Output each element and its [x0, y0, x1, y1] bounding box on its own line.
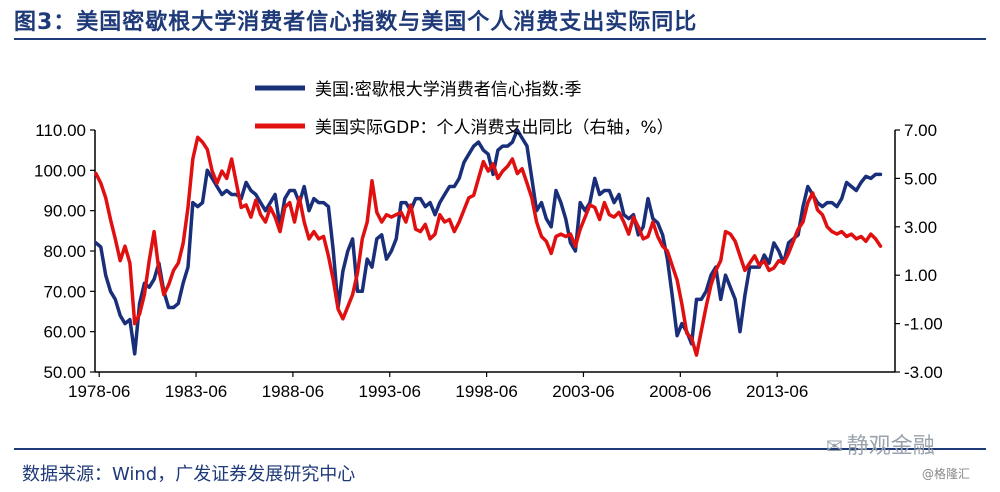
left-tick-label: 110.00	[35, 121, 86, 140]
left-tick-label: 50.00	[43, 363, 86, 382]
x-tick-label: 2003-06	[552, 382, 614, 401]
x-tick-label: 1988-06	[262, 382, 324, 401]
right-tick-label: 5.00	[904, 169, 937, 188]
x-tick-label: 1998-06	[455, 382, 517, 401]
watermark: ✉ 静观金融	[826, 428, 935, 460]
left-tick-label: 100.00	[34, 161, 86, 180]
legend: 美国:密歇根大学消费者信心指数:季 美国实际GDP：个人消费支出同比（右轴，%）	[255, 80, 674, 138]
series-line-real-pce-yoy	[94, 135, 883, 357]
left-tick-label: 80.00	[43, 242, 86, 261]
x-tick-label: 1978-06	[68, 382, 130, 401]
left-tick-label: 60.00	[43, 323, 86, 342]
right-tick-label: 7.00	[904, 121, 937, 140]
right-tick-label: -1.00	[904, 315, 943, 334]
legend-label-pce: 美国实际GDP：个人消费支出同比（右轴，%）	[315, 118, 674, 138]
right-tick-label: 1.00	[904, 266, 937, 285]
x-tick-label: 2008-06	[649, 382, 711, 401]
source-rule	[14, 448, 986, 450]
watermark-sub: @格隆汇	[922, 467, 971, 481]
series-line-consumer-confidence	[94, 128, 883, 356]
left-tick-label: 90.00	[43, 202, 86, 221]
x-tick-label: 2013-06	[746, 382, 808, 401]
x-tick-label: 1983-06	[165, 382, 227, 401]
right-tick-label: 3.00	[904, 218, 937, 237]
right-tick-label: -3.00	[904, 363, 943, 382]
title-rule	[14, 38, 986, 40]
x-tick-label: 1993-06	[359, 382, 421, 401]
left-tick-label: 70.00	[43, 282, 86, 301]
source-note: 数据来源：Wind，广发证券发展研究中心	[22, 464, 356, 485]
legend-label-confidence: 美国:密歇根大学消费者信心指数:季	[315, 80, 581, 100]
wechat-icon: ✉	[826, 434, 843, 458]
figure-title: 图3：美国密歇根大学消费者信心指数与美国个人消费支出实际同比	[14, 10, 698, 35]
watermark-text: 静观金融	[846, 434, 935, 459]
